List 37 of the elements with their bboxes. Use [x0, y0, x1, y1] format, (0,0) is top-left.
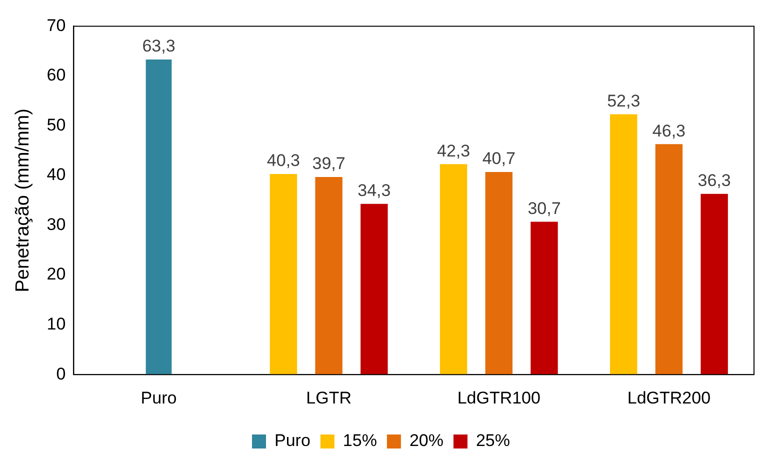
- legend-label: Puro: [274, 431, 310, 450]
- x-tick-label: LGTR: [306, 388, 352, 408]
- data-label: 63,3: [142, 36, 176, 56]
- data-label: 42,3: [436, 141, 470, 160]
- bar: [485, 172, 512, 375]
- x-tick-label: LdGTR100: [457, 388, 540, 408]
- data-label: 40,7: [482, 149, 516, 168]
- x-tick-label: Puro: [140, 388, 177, 408]
- y-tick-label: 20: [46, 264, 66, 284]
- y-tick-label: 60: [46, 66, 66, 85]
- data-label: 40,3: [266, 151, 300, 170]
- bar: [610, 114, 638, 375]
- bar: [655, 144, 683, 375]
- bar: [270, 174, 298, 375]
- y-tick-label: 50: [46, 115, 66, 134]
- bar: [315, 177, 342, 375]
- legend-label: 25%: [476, 431, 510, 450]
- bar: [700, 194, 728, 375]
- data-label: 52,3: [607, 91, 640, 110]
- legend-label: 20%: [409, 431, 444, 450]
- x-tick-label: LdGTR200: [627, 388, 711, 408]
- data-label: 46,3: [652, 121, 686, 140]
- y-tick-label: 30: [46, 214, 66, 234]
- y-tick-label: 10: [46, 314, 66, 334]
- legend-label: 15%: [342, 431, 377, 450]
- bar: [530, 222, 558, 375]
- y-axis-title: Penetração (mm/mm): [12, 108, 34, 292]
- y-tick-label: 0: [56, 364, 66, 384]
- data-label: 36,3: [698, 171, 731, 190]
- bar: [146, 60, 172, 375]
- y-tick-label: 70: [46, 16, 66, 35]
- bar: [360, 204, 388, 375]
- bar: [440, 164, 468, 375]
- data-label: 30,7: [528, 198, 561, 218]
- data-label: 39,7: [312, 154, 346, 174]
- data-label: 34,3: [358, 181, 391, 200]
- y-tick-label: 40: [46, 165, 66, 184]
